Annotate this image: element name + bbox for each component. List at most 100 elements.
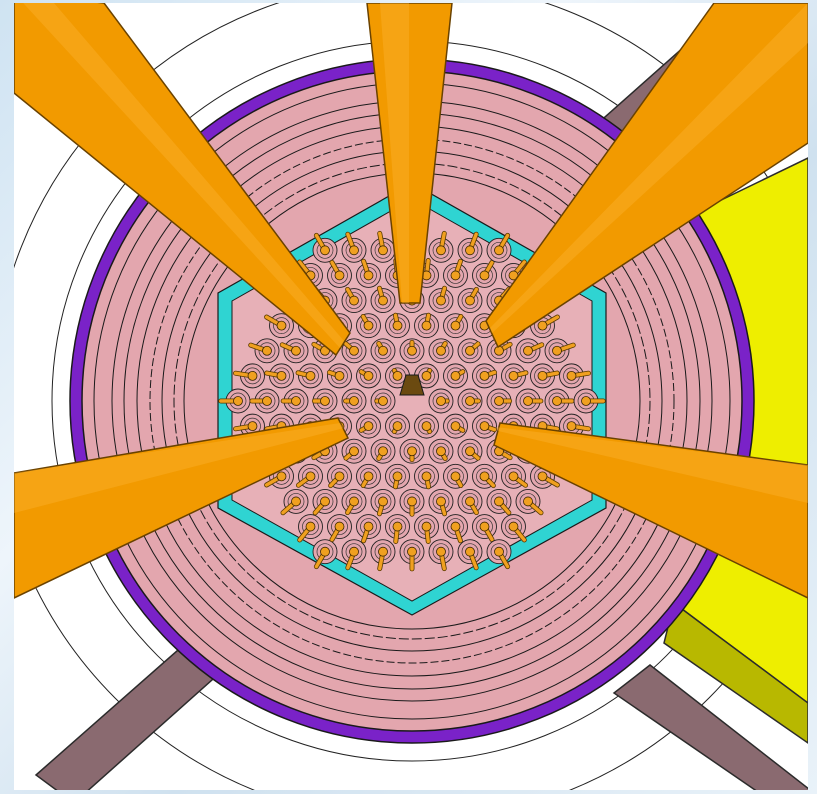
fuel-rod: [385, 463, 410, 490]
support-strut-se: [612, 664, 808, 790]
fuel-rod: [457, 438, 483, 464]
fuel-rod: [443, 258, 468, 288]
fuel-rod: [311, 388, 338, 414]
fuel-rod: [341, 438, 367, 464]
fuel-rod: [370, 539, 396, 572]
fuel-rod: [428, 438, 454, 464]
fuel-rod: [501, 259, 527, 288]
fuel-rod: [486, 539, 512, 570]
fuel-rod: [486, 489, 512, 516]
fuel-rod: [341, 489, 367, 516]
fuel-rod: [414, 463, 439, 490]
fuel-rod: [559, 363, 591, 389]
fuel-rod: [327, 463, 352, 489]
fuel-rod: [515, 388, 544, 414]
fuel-rod: [457, 539, 483, 571]
fuel-rod: [472, 259, 497, 288]
fuel-rod: [544, 338, 576, 364]
fuel-rod: [486, 232, 512, 263]
fuel-rod: [428, 388, 454, 414]
fuel-rod: [457, 388, 483, 414]
fuel-rod: [385, 514, 410, 544]
fuel-rod: [428, 230, 454, 263]
fuel-rod: [414, 413, 439, 439]
beam-tubes: [14, 3, 808, 599]
fuel-rod: [472, 413, 498, 439]
fuel-rod: [443, 463, 468, 489]
fuel-rod: [486, 388, 513, 414]
fuel-rod: [356, 363, 381, 389]
fuel-rod: [443, 413, 468, 439]
fuel-rod: [559, 413, 591, 439]
beam-tube-highlights: [14, 3, 808, 513]
fuel-rod: [233, 363, 265, 389]
fuel-rod: [312, 489, 338, 516]
fuel-rod: [370, 285, 396, 313]
fuel-rod: [414, 514, 439, 544]
fuel-rod: [280, 388, 309, 414]
fuel-rod: [327, 514, 352, 543]
fuel-rod: [472, 363, 498, 389]
fuel-rod: [443, 514, 468, 544]
fuel-rod: [370, 338, 396, 364]
fuel-rod: [249, 388, 280, 414]
fuel-rod: [457, 338, 483, 364]
fuel-rod: [264, 313, 294, 339]
fuel-rod: [428, 285, 454, 313]
fuel-rod: [312, 539, 338, 570]
fuel-rod: [356, 463, 381, 489]
reactor-cross-section: [14, 3, 808, 790]
fuel-rod: [356, 258, 381, 288]
fuel-rod: [501, 463, 529, 489]
fuel-rod: [501, 363, 529, 389]
fuel-rod: [443, 313, 468, 339]
fuel-rod: [385, 312, 410, 339]
fuel-rod: [312, 232, 338, 263]
3d-viewport[interactable]: [14, 3, 808, 790]
fuel-rod: [356, 514, 381, 544]
fuel-rod: [486, 338, 513, 364]
fuel-rod: [399, 438, 425, 464]
fuel-rod: [428, 338, 454, 364]
fuel-rod: [341, 388, 367, 414]
fuel-rod: [264, 363, 294, 389]
fuel-rod: [370, 438, 396, 464]
fuel-rod: [356, 413, 381, 439]
fuel-rod: [356, 313, 381, 339]
cold-source-bottom: [663, 601, 808, 744]
fuel-rod: [327, 259, 352, 288]
fuel-rod: [428, 489, 454, 517]
fuel-rod: [295, 463, 323, 489]
fuel-rod: [385, 413, 410, 439]
beam-tube-upper-left: [14, 3, 351, 357]
fuel-rod: [248, 338, 280, 364]
fuel-rod: [457, 286, 483, 313]
fuel-rod: [399, 338, 425, 364]
fuel-rod: [472, 514, 497, 543]
fuel-rod: [428, 539, 454, 572]
fuel-rod: [341, 338, 367, 364]
beam-tube-top: [366, 3, 453, 304]
fuel-rod: [370, 388, 396, 414]
fuel-rod: [370, 489, 396, 517]
beam-tube-lower-right: [493, 422, 808, 599]
fuel-rod: [414, 312, 439, 339]
fuel-rod: [501, 514, 527, 543]
fuel-rod: [515, 338, 545, 364]
fuel-rod: [370, 230, 396, 263]
fuel-rod: [399, 489, 425, 517]
fuel-rod: [341, 539, 367, 571]
fuel-rod: [457, 231, 483, 263]
beam-tube-upper-right: [485, 3, 808, 349]
fuel-rod: [326, 363, 352, 389]
fuel-rod: [341, 286, 367, 313]
fuel-rod: [297, 514, 323, 543]
fuel-rod: [341, 231, 367, 263]
fuel-rod: [515, 489, 544, 516]
fuel-rod: [280, 489, 309, 516]
beam-tube-lower-left: [14, 417, 350, 599]
fuel-rod: [279, 338, 309, 364]
fuel-rod: [573, 388, 606, 414]
fuel-rod: [457, 489, 483, 516]
